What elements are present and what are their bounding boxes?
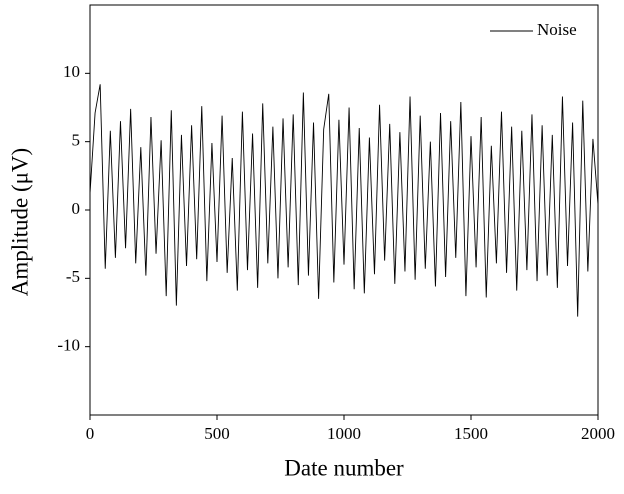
x-tick-label: 2000 — [581, 424, 615, 443]
y-tick-label: -10 — [57, 336, 80, 355]
y-tick-label: 0 — [72, 199, 81, 218]
y-tick-label: -5 — [66, 267, 80, 286]
legend-label: Noise — [537, 20, 577, 39]
x-tick-label: 500 — [204, 424, 230, 443]
x-axis-label: Date number — [284, 455, 404, 480]
x-tick-label: 1000 — [327, 424, 361, 443]
y-tick-label: 10 — [63, 62, 80, 81]
x-tick-label: 0 — [86, 424, 95, 443]
x-tick-label: 1500 — [454, 424, 488, 443]
y-tick-label: 5 — [72, 131, 81, 150]
series-line — [89, 84, 599, 317]
y-axis-label: Amplitude (μV) — [7, 148, 32, 296]
plot-frame — [89, 4, 599, 416]
